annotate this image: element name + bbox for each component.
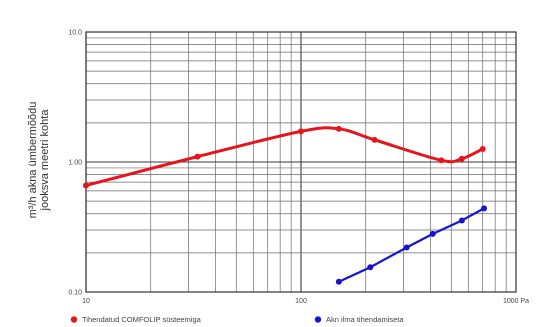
data-point — [367, 264, 374, 271]
data-point — [335, 125, 342, 132]
y-tick-label: 0.10 — [68, 290, 82, 297]
y-tick-label: 10.0 — [68, 30, 82, 37]
y-tick-label: 1.00 — [68, 160, 82, 167]
data-point — [298, 128, 304, 135]
y-axis-label-line: m³/h akna ümbermõõdu — [27, 102, 39, 219]
data-point — [458, 217, 465, 224]
data-point — [335, 278, 342, 285]
data-point — [479, 145, 486, 152]
x-tick-label: 100 — [295, 298, 307, 305]
series-line — [337, 207, 486, 283]
data-point — [458, 155, 465, 162]
legend-marker — [314, 316, 322, 323]
x-tick-label: 1000 Pa — [503, 298, 529, 305]
legend-label: Tihendatud COMFOLIP süsteemiga — [82, 315, 202, 324]
grid — [85, 32, 516, 293]
y-axis-label: m³/h akna ümbermõõdujooksva meetri kohta — [27, 102, 51, 219]
data-point — [481, 205, 488, 212]
data-point — [438, 157, 445, 164]
series-layer — [83, 125, 488, 285]
data-point — [403, 244, 410, 251]
data-point — [371, 136, 378, 143]
legend-label: Akn ilma tihendamiseta — [326, 315, 404, 324]
legend: Tihendatud COMFOLIP süsteemiga Akn ilma t… — [70, 315, 404, 324]
y-axis-label-line: jooksva meetri kohta — [39, 109, 51, 212]
x-tick-label: 10 — [82, 298, 90, 305]
axes: 10 100 1000 Pa 0.10 1.00 10.0 — [68, 30, 529, 306]
data-point — [194, 153, 201, 160]
data-point — [83, 182, 89, 189]
data-point — [429, 230, 436, 237]
plot-frame — [85, 31, 517, 293]
legend-marker — [70, 316, 78, 323]
